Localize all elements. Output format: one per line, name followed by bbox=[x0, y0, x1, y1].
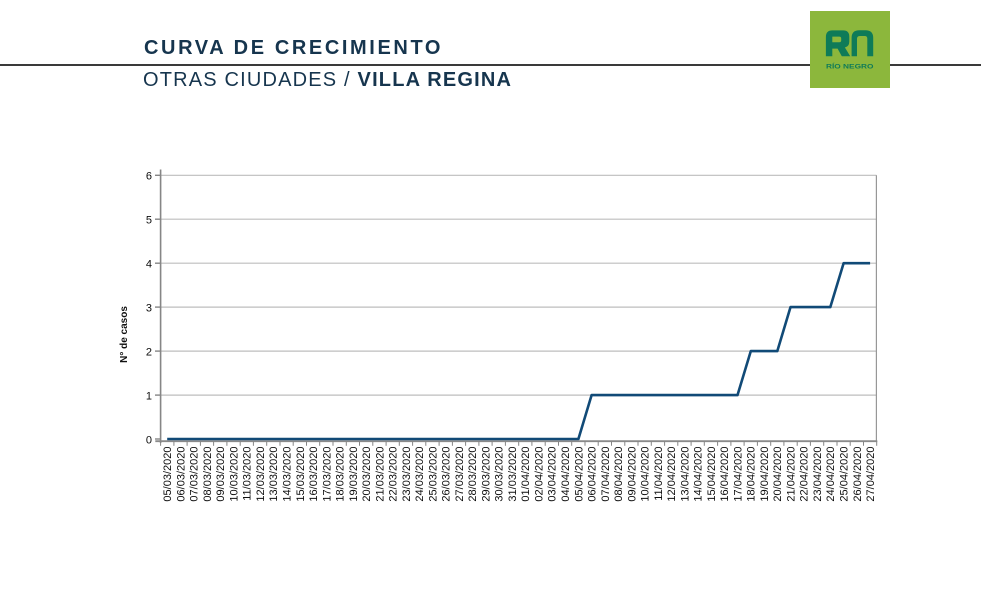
svg-text:20/03/2020: 20/03/2020 bbox=[361, 447, 373, 502]
svg-text:16/04/2020: 16/04/2020 bbox=[719, 447, 731, 502]
svg-text:31/03/2020: 31/03/2020 bbox=[507, 447, 519, 502]
svg-text:21/04/2020: 21/04/2020 bbox=[785, 447, 797, 502]
svg-text:24/04/2020: 24/04/2020 bbox=[825, 447, 837, 502]
svg-text:25/04/2020: 25/04/2020 bbox=[839, 447, 851, 502]
svg-text:06/03/2020: 06/03/2020 bbox=[175, 447, 187, 502]
svg-text:23/04/2020: 23/04/2020 bbox=[812, 447, 824, 502]
svg-text:29/03/2020: 29/03/2020 bbox=[480, 447, 492, 502]
svg-text:6: 6 bbox=[146, 171, 152, 183]
svg-text:18/03/2020: 18/03/2020 bbox=[335, 447, 347, 502]
svg-text:09/03/2020: 09/03/2020 bbox=[215, 447, 227, 502]
svg-text:24/03/2020: 24/03/2020 bbox=[414, 447, 426, 502]
svg-text:19/04/2020: 19/04/2020 bbox=[759, 447, 771, 502]
svg-text:2: 2 bbox=[146, 347, 152, 359]
svg-text:14/03/2020: 14/03/2020 bbox=[282, 447, 294, 502]
svg-text:17/03/2020: 17/03/2020 bbox=[321, 447, 333, 502]
svg-text:23/03/2020: 23/03/2020 bbox=[401, 447, 413, 502]
svg-text:19/03/2020: 19/03/2020 bbox=[348, 447, 360, 502]
svg-text:08/03/2020: 08/03/2020 bbox=[202, 447, 214, 502]
svg-text:26/03/2020: 26/03/2020 bbox=[441, 447, 453, 502]
svg-text:14/04/2020: 14/04/2020 bbox=[693, 447, 705, 502]
svg-text:06/04/2020: 06/04/2020 bbox=[587, 447, 599, 502]
svg-text:03/04/2020: 03/04/2020 bbox=[547, 447, 559, 502]
svg-text:1: 1 bbox=[146, 390, 152, 402]
svg-text:12/04/2020: 12/04/2020 bbox=[666, 447, 678, 502]
svg-text:09/04/2020: 09/04/2020 bbox=[626, 447, 638, 502]
svg-text:N° de casos: N° de casos bbox=[119, 306, 130, 363]
svg-text:22/04/2020: 22/04/2020 bbox=[799, 447, 811, 502]
svg-text:RÍO NEGRO: RÍO NEGRO bbox=[826, 61, 874, 70]
svg-text:4: 4 bbox=[146, 259, 152, 271]
svg-text:25/03/2020: 25/03/2020 bbox=[427, 447, 439, 502]
svg-text:5: 5 bbox=[146, 215, 152, 227]
svg-text:21/03/2020: 21/03/2020 bbox=[374, 447, 386, 502]
svg-text:12/03/2020: 12/03/2020 bbox=[255, 447, 267, 502]
svg-text:20/04/2020: 20/04/2020 bbox=[772, 447, 784, 502]
svg-text:07/03/2020: 07/03/2020 bbox=[189, 447, 201, 502]
svg-text:27/04/2020: 27/04/2020 bbox=[865, 447, 877, 502]
svg-text:26/04/2020: 26/04/2020 bbox=[852, 447, 864, 502]
svg-text:15/03/2020: 15/03/2020 bbox=[295, 447, 307, 502]
svg-text:17/04/2020: 17/04/2020 bbox=[732, 447, 744, 502]
svg-text:28/03/2020: 28/03/2020 bbox=[467, 447, 479, 502]
svg-text:01/04/2020: 01/04/2020 bbox=[520, 447, 532, 502]
svg-text:11/03/2020: 11/03/2020 bbox=[242, 447, 254, 501]
svg-text:27/03/2020: 27/03/2020 bbox=[454, 447, 466, 502]
svg-text:04/04/2020: 04/04/2020 bbox=[560, 447, 572, 502]
svg-text:05/04/2020: 05/04/2020 bbox=[573, 447, 585, 502]
svg-text:08/04/2020: 08/04/2020 bbox=[613, 447, 625, 502]
svg-text:15/04/2020: 15/04/2020 bbox=[706, 447, 718, 502]
svg-text:07/04/2020: 07/04/2020 bbox=[600, 447, 612, 502]
svg-text:10/04/2020: 10/04/2020 bbox=[640, 447, 652, 502]
svg-text:3: 3 bbox=[146, 303, 152, 315]
svg-text:18/04/2020: 18/04/2020 bbox=[746, 447, 758, 502]
svg-text:0: 0 bbox=[146, 434, 152, 446]
svg-text:30/03/2020: 30/03/2020 bbox=[494, 447, 506, 502]
svg-text:10/03/2020: 10/03/2020 bbox=[228, 447, 240, 502]
svg-text:02/04/2020: 02/04/2020 bbox=[534, 447, 546, 502]
svg-text:16/03/2020: 16/03/2020 bbox=[308, 447, 320, 502]
svg-text:13/03/2020: 13/03/2020 bbox=[268, 447, 280, 502]
svg-text:05/03/2020: 05/03/2020 bbox=[162, 447, 174, 502]
svg-text:22/03/2020: 22/03/2020 bbox=[388, 447, 400, 502]
svg-text:13/04/2020: 13/04/2020 bbox=[679, 447, 691, 502]
svg-text:11/04/2020: 11/04/2020 bbox=[653, 447, 665, 501]
